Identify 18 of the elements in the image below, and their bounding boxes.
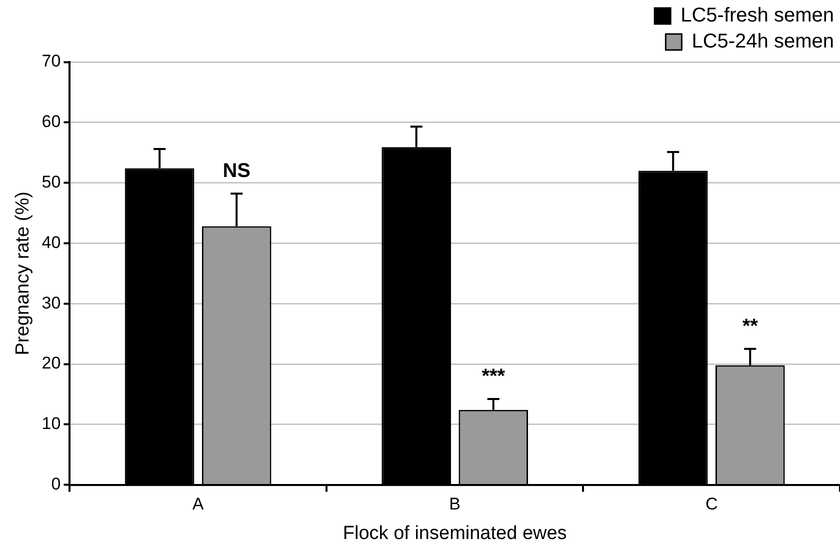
x-tick-label: B <box>449 494 461 514</box>
legend-label: LC5-24h semen <box>692 30 834 53</box>
y-tick-label: 60 <box>42 112 61 132</box>
y-tick-label: 50 <box>42 172 61 192</box>
x-axis-title: Flock of inseminated ewes <box>342 522 567 544</box>
x-tick-label: A <box>192 494 204 514</box>
annotation: NS <box>222 160 251 182</box>
legend-label: LC5-fresh semen <box>680 4 834 27</box>
y-tick-label: 10 <box>42 414 61 434</box>
y-tick-label: 0 <box>51 474 61 494</box>
y-tick-label: 40 <box>42 232 61 252</box>
y-tick-label: 30 <box>42 293 61 312</box>
y-tick-label: 70 <box>42 52 61 71</box>
y-axis-title: Pregnancy rate (%) <box>12 192 34 356</box>
annotation: ** <box>742 315 758 338</box>
annotation: *** <box>482 366 506 388</box>
y-tick-label: 20 <box>42 354 61 373</box>
x-tick-label: C <box>705 494 718 514</box>
